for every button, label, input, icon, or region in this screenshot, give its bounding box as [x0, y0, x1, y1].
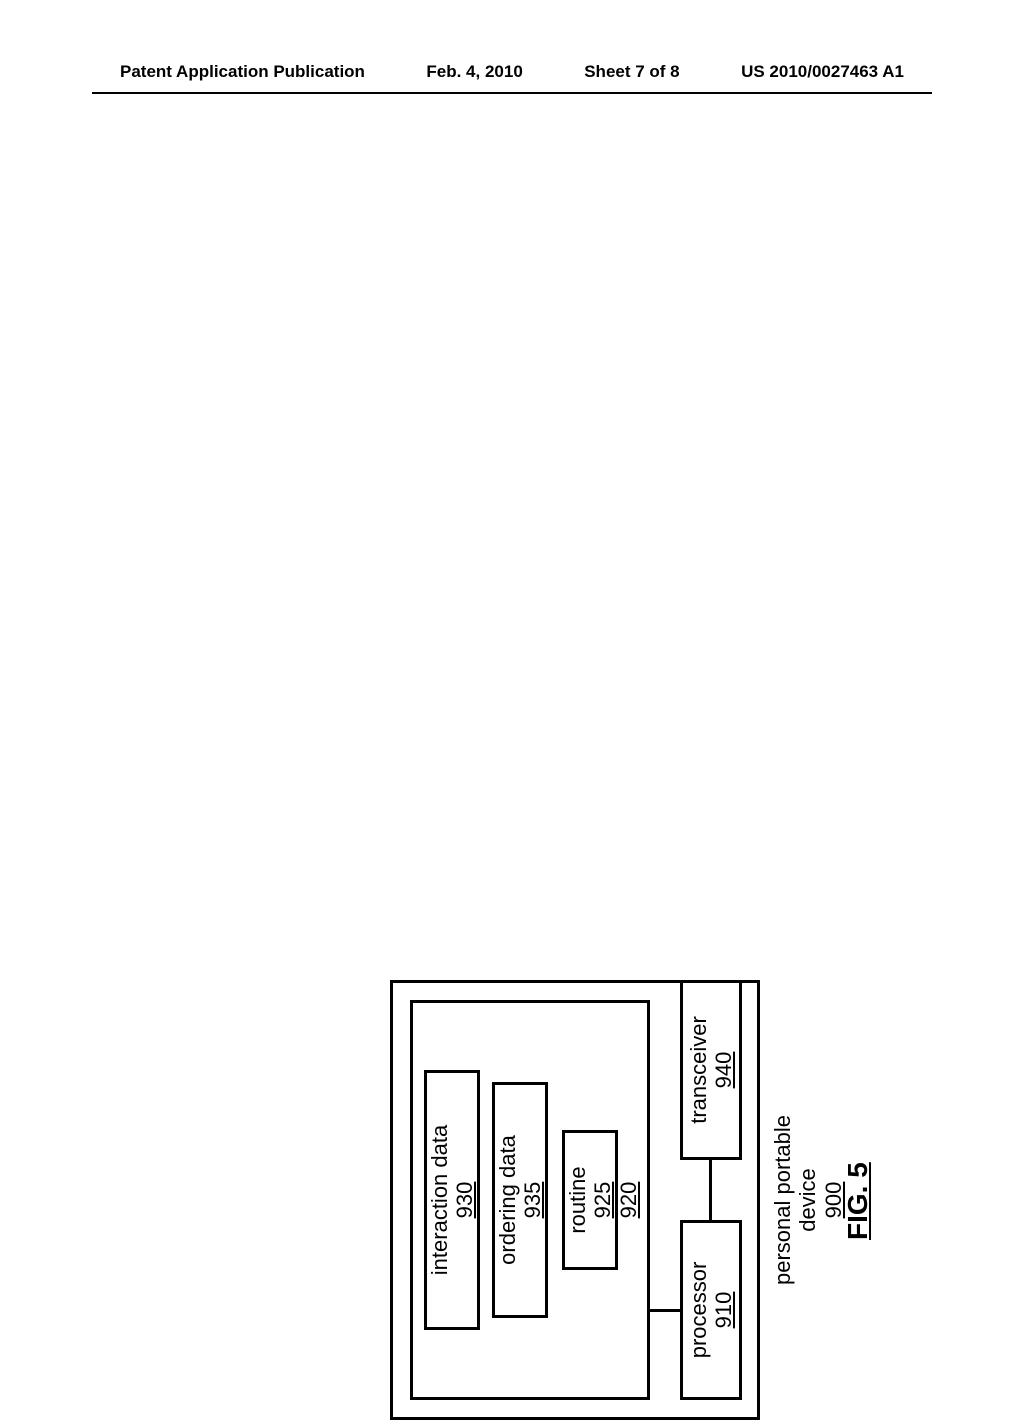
box-transceiver: transceiver 940 — [680, 980, 742, 1160]
header-sheet: Sheet 7 of 8 — [584, 62, 679, 82]
text-processor: processor — [686, 1262, 711, 1359]
page: Patent Application Publication Feb. 4, 2… — [0, 0, 1024, 1320]
text-transceiver: transceiver — [686, 1016, 711, 1124]
block-diagram: personal portable device 900 storage 920… — [390, 860, 790, 1420]
header-docnum: US 2010/0027463 A1 — [741, 62, 904, 82]
page-header: Patent Application Publication Feb. 4, 2… — [0, 62, 1024, 82]
ref-routine: 925 — [590, 1182, 615, 1219]
box-ordering-data: ordering data 935 — [492, 1082, 548, 1318]
box-routine: routine 925 — [562, 1130, 618, 1270]
figure-caption: FIG. 5 — [842, 1162, 874, 1240]
ref-storage: 920 — [616, 1182, 641, 1219]
box-processor: processor 910 — [680, 1220, 742, 1400]
header-publication-type: Patent Application Publication — [120, 62, 365, 82]
ref-ordering-data: 935 — [520, 1182, 545, 1219]
header-rule — [92, 92, 932, 94]
ref-interaction-data: 930 — [452, 1182, 477, 1219]
box-interaction-data: interaction data 930 — [424, 1070, 480, 1330]
ref-processor: 910 — [711, 1292, 736, 1329]
text-ordering-data: ordering data — [495, 1135, 520, 1265]
ref-transceiver: 940 — [711, 1052, 736, 1089]
edge-processor-transceiver — [709, 1160, 712, 1220]
text-routine: routine — [565, 1166, 590, 1233]
label-personal-portable-device: personal portable device 900 — [770, 1090, 846, 1310]
text-interaction-data: interaction data — [427, 1125, 452, 1275]
header-date: Feb. 4, 2010 — [426, 62, 522, 82]
edge-storage-processor — [650, 1309, 680, 1312]
diagram-container: personal portable device 900 storage 920… — [590, 580, 990, 1140]
text-personal-portable-device: personal portable device — [770, 1115, 820, 1285]
